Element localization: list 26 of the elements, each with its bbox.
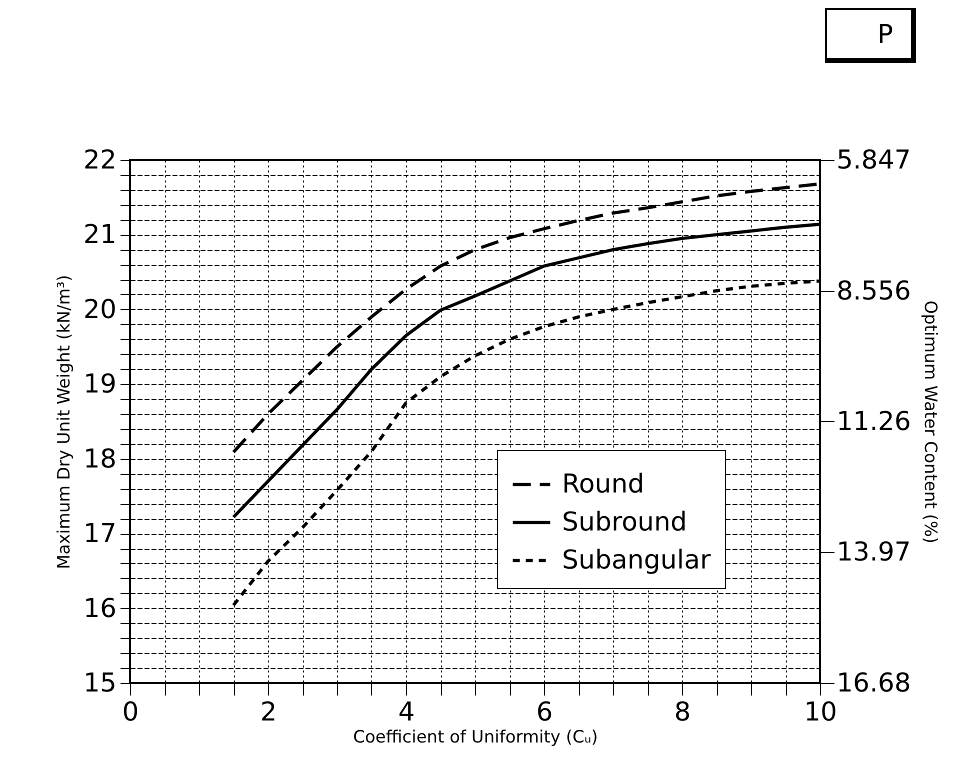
x-tick-label: 8: [674, 698, 691, 728]
y-tick-label: 19: [83, 370, 116, 400]
y2-tick-label: 16.68: [836, 668, 911, 698]
y2-tick-label: 5.847: [836, 146, 911, 176]
y2-axis-title: Optimum Water Content (%): [920, 300, 940, 544]
y2-tick-label: 13.97: [836, 538, 911, 568]
y2-tick-label: 11.26: [836, 406, 911, 437]
y-tick-label: 15: [83, 668, 116, 698]
text: P: [825, 8, 916, 63]
y-tick-label: 16: [83, 594, 116, 624]
x-tick-label: 6: [536, 698, 553, 728]
legend-label: Subround: [562, 508, 687, 538]
y2-tick-label: 8.556: [836, 276, 911, 306]
y-tick-label: 20: [83, 294, 116, 325]
x-tick-label: 4: [398, 698, 415, 728]
legend-label: Round: [562, 470, 644, 500]
y-tick-label: 18: [83, 444, 116, 474]
legend-label: Subangular: [562, 546, 712, 576]
y-tick-label: 22: [83, 146, 116, 176]
y-axis-title: Maximum Dry Unit Weight (kN/m³): [54, 274, 74, 570]
x-tick-label: 0: [122, 698, 139, 728]
x-tick-label: 2: [260, 698, 277, 728]
y-tick-label: 21: [83, 220, 116, 250]
y-tick-label: 17: [83, 519, 116, 550]
x-tick-label: 10: [804, 698, 838, 728]
x-axis-title: Coefficient of Uniformity (Cᵤ): [353, 728, 598, 748]
